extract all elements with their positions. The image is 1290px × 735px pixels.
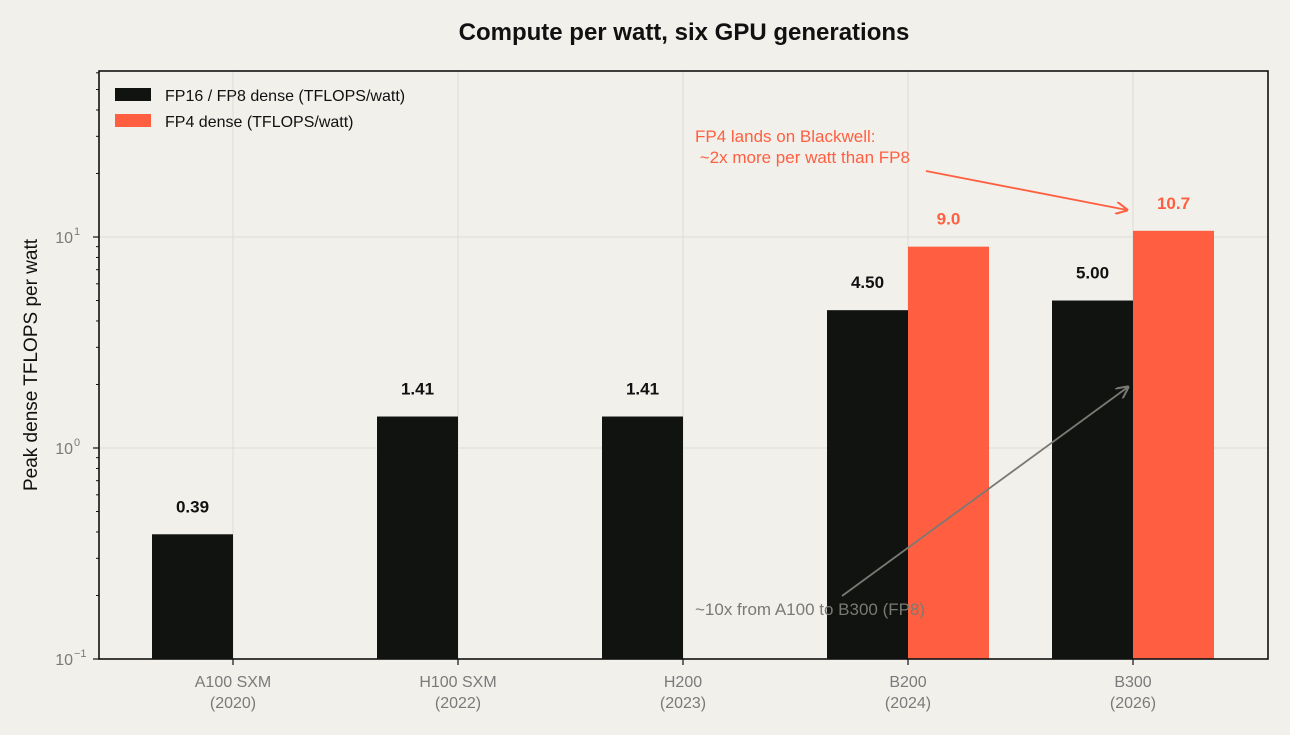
y-tick-label-1: 10 [55, 441, 73, 458]
bar-series0-2 [602, 416, 683, 659]
annotation-fp4-line-1: FP4 lands on Blackwell: [695, 127, 875, 146]
annotation-10x-arrow [841, 387, 1128, 597]
x-tick-year-0: (2020) [210, 695, 256, 712]
x-tick-label-3: B200 [889, 674, 926, 691]
bars [152, 230, 1214, 659]
legend-label-fp16-fp8: FP16 / FP8 dense (TFLOPS/watt) [165, 88, 405, 105]
legend-swatch-fp4 [115, 114, 151, 127]
annotation-fp4-arrow [925, 170, 1127, 210]
y-axis-label: Peak dense TFLOPS per watt [21, 238, 42, 491]
y-tick-label-0: 10 [55, 652, 73, 669]
bar-series0-1 [377, 416, 458, 659]
plot-frame [98, 70, 1269, 660]
legend-swatch-fp16-fp8 [115, 88, 151, 101]
value-label-series0-4: 5.00 [1076, 264, 1109, 283]
x-tick-label-1: H100 SXM [419, 674, 496, 691]
y-tick-exponent-1: 0 [74, 437, 80, 449]
y-tick-label-2: 10 [55, 230, 73, 247]
bar-series0-4 [1052, 300, 1133, 659]
x-tick-year-4: (2026) [1110, 695, 1156, 712]
x-tick-year-1: (2022) [435, 695, 481, 712]
annotation-fp4-line-2: ~2x more per watt than FP8 [695, 148, 910, 167]
bar-series0-0 [152, 534, 233, 659]
annotation-fp4: FP4 lands on Blackwell: ~2x more per wat… [695, 127, 1127, 210]
value-label-series1-3: 9.0 [937, 210, 961, 229]
bar-series1-3 [908, 246, 989, 659]
bar-series0-3 [827, 310, 908, 659]
value-label-series0-2: 1.41 [626, 380, 659, 399]
value-label-series0-0: 0.39 [176, 497, 209, 516]
legend-label-fp4: FP4 dense (TFLOPS/watt) [165, 114, 354, 131]
annotation-10x: ~10x from A100 to B300 (FP8) [695, 387, 1128, 619]
x-tick-label-2: H200 [664, 674, 702, 691]
chart-title: Compute per watt, six GPU generations [459, 19, 910, 46]
value-label-series0-3: 4.50 [851, 273, 884, 292]
legend: FP16 / FP8 dense (TFLOPS/watt) FP4 dense… [115, 88, 405, 131]
x-tick-year-3: (2024) [885, 695, 931, 712]
annotation-10x-text: ~10x from A100 to B300 (FP8) [695, 600, 925, 619]
value-label-series0-1: 1.41 [401, 380, 434, 399]
y-tick-exponent-0: −1 [74, 648, 87, 660]
x-tick-label-0: A100 SXM [195, 674, 271, 691]
value-labels: 0.39 1.41 1.41 4.50 5.00 9.0 10.7 [176, 194, 1190, 516]
x-axis-ticks: A100 SXM (2020) H100 SXM (2022) H200 (2023) B2… [195, 659, 1156, 712]
value-label-series1-4: 10.7 [1157, 194, 1190, 213]
x-tick-year-2: (2023) [660, 695, 706, 712]
x-tick-label-4: B300 [1114, 674, 1151, 691]
y-tick-exponent-2: 1 [74, 226, 80, 238]
bar-series1-4 [1133, 230, 1214, 659]
